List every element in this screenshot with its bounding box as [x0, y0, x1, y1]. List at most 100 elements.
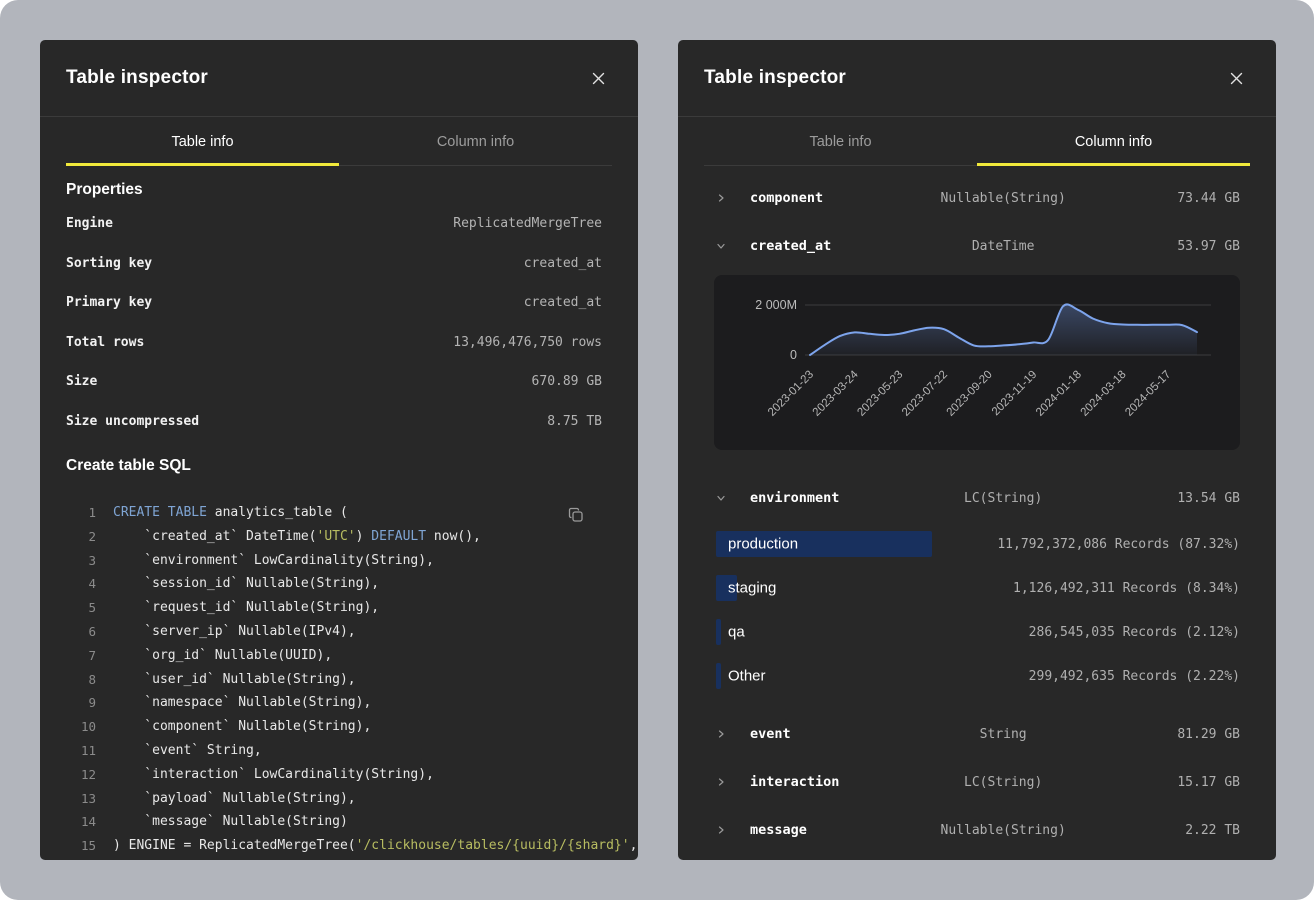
- value-share-bar: [716, 619, 721, 645]
- area-chart-svg: 2 000M02023-01-232023-03-242023-05-23202…: [714, 279, 1240, 447]
- chevron-right-icon: [716, 825, 726, 835]
- environment-values-list: production 11,792,372,086 Records (87.32%…: [716, 522, 1240, 698]
- column-name: event: [750, 726, 913, 742]
- property-label: Size: [66, 374, 97, 389]
- close-icon: [1230, 72, 1243, 85]
- property-label: Primary key: [66, 295, 152, 310]
- tab-table-info[interactable]: Table info: [704, 117, 977, 165]
- property-label: Engine: [66, 216, 113, 231]
- tab-column-info[interactable]: Column info: [977, 117, 1250, 165]
- sql-code-line: 12 `interaction` LowCardinality(String),: [66, 763, 602, 787]
- close-button[interactable]: [584, 64, 612, 92]
- modal-header: Table inspector: [40, 40, 638, 117]
- sql-code-line: 11 `event` String,: [66, 739, 602, 763]
- sql-code-text: CREATE TABLE analytics_table (: [113, 501, 348, 525]
- line-number: 5: [66, 596, 96, 620]
- table-info-content: Properties EngineReplicatedMergeTreeSort…: [40, 181, 638, 858]
- sql-code-line: 15) ENGINE = ReplicatedMergeTree('/click…: [66, 834, 602, 858]
- screenshot-background: Table inspector Table info Column info P…: [0, 0, 1314, 900]
- sql-code-text: `created_at` DateTime('UTC') DEFAULT now…: [113, 525, 481, 549]
- column-row-created_at[interactable]: created_atDateTime53.97 GB: [716, 222, 1240, 270]
- created-at-distribution-chart: 2 000M02023-01-232023-03-242023-05-23202…: [714, 275, 1240, 450]
- line-number: 2: [66, 525, 96, 549]
- sql-code-text: `session_id` Nullable(String),: [113, 572, 379, 596]
- value-bar-zone: qa: [716, 619, 963, 645]
- line-number: 3: [66, 549, 96, 573]
- sql-code-text: `request_id` Nullable(String),: [113, 596, 379, 620]
- sql-code-line: 10 `component` Nullable(String),: [66, 715, 602, 739]
- properties-heading: Properties: [66, 181, 602, 199]
- sql-code-line: 2 `created_at` DateTime('UTC') DEFAULT n…: [66, 525, 602, 549]
- svg-text:2024-05-17: 2024-05-17: [1123, 369, 1173, 419]
- svg-text:0: 0: [790, 348, 797, 362]
- sql-code-lines: 1CREATE TABLE analytics_table (2 `create…: [66, 501, 602, 858]
- column-row-event[interactable]: eventString81.29 GB: [716, 710, 1240, 758]
- svg-text:2 000M: 2 000M: [755, 298, 797, 312]
- property-label: Total rows: [66, 335, 144, 350]
- sql-code-line: 5 `request_id` Nullable(String),: [66, 596, 602, 620]
- value-label: Other: [728, 668, 766, 685]
- property-row: Size670.89 GB: [66, 362, 602, 402]
- copy-icon: [568, 507, 584, 523]
- property-value: ReplicatedMergeTree: [453, 216, 602, 231]
- property-row: Primary key created_at: [66, 283, 602, 323]
- property-row: Size uncompressed 8.75 TB: [66, 402, 602, 442]
- sql-code-text: `namespace` Nullable(String),: [113, 691, 371, 715]
- value-bar-zone: Other: [716, 663, 963, 689]
- line-number: 8: [66, 668, 96, 692]
- line-number: 4: [66, 572, 96, 596]
- column-row-component[interactable]: componentNullable(String)73.44 GB: [716, 174, 1240, 222]
- modal-title: Table inspector: [66, 67, 208, 89]
- property-value: 8.75 TB: [547, 414, 602, 429]
- line-number: 7: [66, 644, 96, 668]
- column-size: 73.44 GB: [1093, 191, 1240, 206]
- svg-text:2023-03-24: 2023-03-24: [811, 368, 862, 419]
- line-number: 10: [66, 715, 96, 739]
- sql-code-line: 7 `org_id` Nullable(UUID),: [66, 644, 602, 668]
- tab-column-info[interactable]: Column info: [339, 117, 612, 165]
- environment-value-row: Other299,492,635 Records (2.22%): [716, 654, 1240, 698]
- sql-code-line: 13 `payload` Nullable(String),: [66, 787, 602, 811]
- property-value: 13,496,476,750 rows: [453, 335, 602, 350]
- chevron-right-icon: [716, 777, 726, 787]
- environment-value-row: qa286,545,035 Records (2.12%): [716, 610, 1240, 654]
- column-row-interaction[interactable]: interactionLC(String)15.17 GB: [716, 758, 1240, 806]
- column-type: String: [913, 727, 1093, 742]
- value-share-bar: [716, 663, 721, 689]
- value-records-count: 1,126,492,311 Records (8.34%): [1013, 581, 1240, 596]
- line-number: 15: [66, 834, 96, 858]
- value-label: staging: [728, 580, 776, 597]
- line-number: 14: [66, 810, 96, 834]
- table-inspector-dialog-column-info: Table inspector Table info Column info c…: [678, 40, 1276, 860]
- close-button[interactable]: [1222, 64, 1250, 92]
- value-records-count: 11,792,372,086 Records (87.32%): [997, 537, 1240, 552]
- property-label: Size uncompressed: [66, 414, 199, 429]
- copy-sql-button[interactable]: [566, 505, 586, 528]
- column-row-environment[interactable]: environmentLC(String)13.54 GB: [716, 474, 1240, 522]
- columns-list: componentNullable(String)73.44 GBcreated…: [678, 166, 1276, 854]
- column-type: Nullable(String): [913, 823, 1093, 838]
- line-number: 9: [66, 691, 96, 715]
- property-value: created_at: [524, 295, 602, 310]
- sql-code-line: 14 `message` Nullable(String): [66, 810, 602, 834]
- line-number: 12: [66, 763, 96, 787]
- chevron-down-icon: [716, 493, 726, 503]
- sql-code-text: `environment` LowCardinality(String),: [113, 549, 434, 573]
- sql-code-line: 6 `server_ip` Nullable(IPv4),: [66, 620, 602, 644]
- sql-code-text: `payload` Nullable(String),: [113, 787, 356, 811]
- column-type: Nullable(String): [913, 191, 1093, 206]
- svg-text:2024-01-18: 2024-01-18: [1034, 369, 1084, 419]
- property-row: Engine ReplicatedMergeTree: [66, 204, 602, 244]
- line-number: 11: [66, 739, 96, 763]
- tab-table-info[interactable]: Table info: [66, 117, 339, 165]
- value-label: qa: [728, 624, 745, 641]
- value-bar-zone: staging: [716, 575, 963, 601]
- property-row: Total rows 13,496,476,750 rows: [66, 323, 602, 363]
- value-bar-zone: production: [716, 531, 963, 557]
- sql-code-line: 3 `environment` LowCardinality(String),: [66, 549, 602, 573]
- svg-text:2023-05-23: 2023-05-23: [855, 369, 905, 419]
- tab-bar: Table info Column info: [704, 117, 1250, 166]
- tab-bar: Table info Column info: [66, 117, 612, 166]
- sql-code-text: `user_id` Nullable(String),: [113, 668, 356, 692]
- column-row-message[interactable]: messageNullable(String)2.22 TB: [716, 806, 1240, 854]
